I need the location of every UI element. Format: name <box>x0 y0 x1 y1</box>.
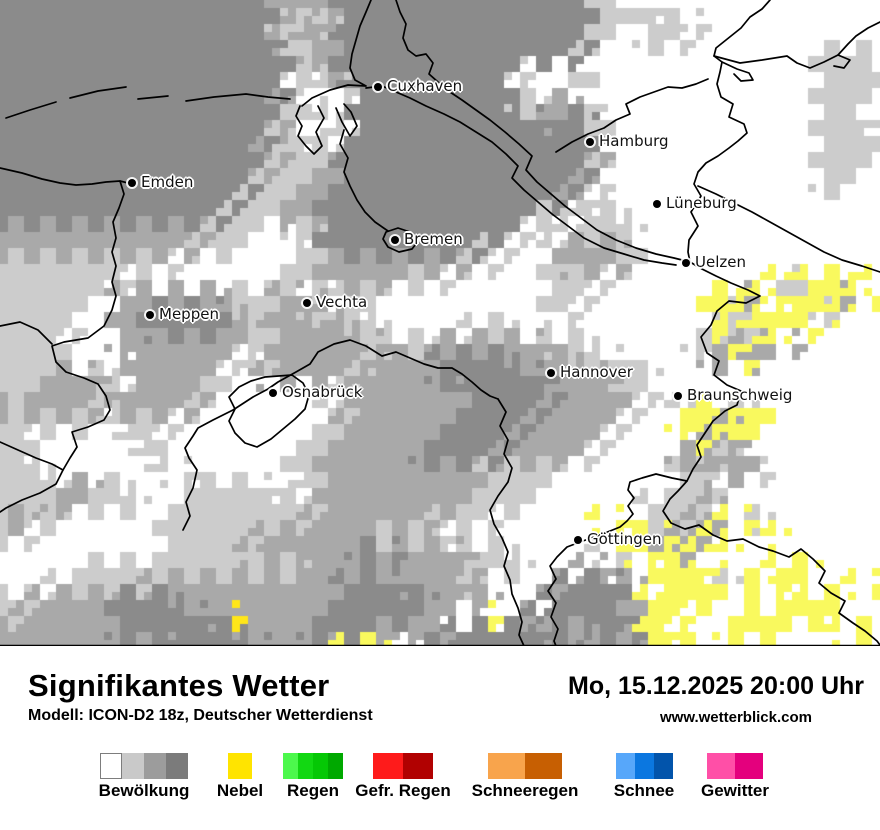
legend-swatch-cell <box>228 753 252 779</box>
city-dot-icon <box>653 200 661 208</box>
city-label: Göttingen <box>587 530 662 548</box>
website-url: www.wetterblick.com <box>660 709 812 726</box>
city-dot-icon <box>586 138 594 146</box>
city-dot-icon <box>391 236 399 244</box>
legend-swatch <box>616 753 673 779</box>
city-label: Hamburg <box>599 132 669 150</box>
model-info: Modell: ICON-D2 18z, Deutscher Wetterdie… <box>28 707 373 724</box>
legend-swatch-cell <box>403 753 433 779</box>
legend-swatch-cell <box>488 753 525 779</box>
city-label: Uelzen <box>695 253 746 271</box>
legend-label: Gefr. Regen <box>355 781 451 800</box>
city-dot-icon <box>374 83 382 91</box>
city-label: Cuxhaven <box>387 77 463 95</box>
city-label: Meppen <box>159 305 219 323</box>
legend-label: Gewitter <box>700 781 770 800</box>
legend-swatch-cell <box>707 753 735 779</box>
legend-label: Nebel <box>216 781 264 800</box>
city-label: Braunschweig <box>687 386 793 404</box>
city-dot-icon <box>269 389 277 397</box>
city-label: Vechta <box>316 293 368 311</box>
legend-label: Bewölkung <box>98 781 190 800</box>
legend-swatch-cell <box>298 753 313 779</box>
legend-swatch <box>228 753 252 779</box>
city-label: Bremen <box>404 230 463 248</box>
legend-swatch-cell <box>328 753 343 779</box>
page-title: Signifikantes Wetter <box>28 668 330 703</box>
legend-swatch-cell <box>654 753 673 779</box>
city-dot-icon <box>547 369 555 377</box>
city-markers-layer: Cuxhaven Hamburg Emden Lüneburg Bremen Uelzen… <box>128 77 793 548</box>
legend-swatch-cell <box>313 753 328 779</box>
city-label: Osnabrück <box>282 383 363 401</box>
legend-label: Schnee <box>613 781 675 800</box>
legend-swatch-cell <box>283 753 298 779</box>
legend-swatch <box>373 753 433 779</box>
legend-swatch-cell <box>525 753 562 779</box>
city-dot-icon <box>146 311 154 319</box>
legend-swatch-cell <box>100 753 122 779</box>
legend-swatch-cell <box>166 753 188 779</box>
legend-swatch-cell <box>635 753 654 779</box>
city-label: Emden <box>141 173 194 191</box>
legend-swatch-cell <box>122 753 144 779</box>
legend-swatch <box>707 753 763 779</box>
city-label: Hannover <box>560 363 633 381</box>
legend-swatch <box>283 753 343 779</box>
legend-label: Regen <box>287 781 339 800</box>
forecast-datetime: Mo, 15.12.2025 20:00 Uhr <box>568 672 864 700</box>
legend-swatch-cell <box>735 753 763 779</box>
legend-swatch-cell <box>616 753 635 779</box>
city-dot-icon <box>128 179 136 187</box>
city-label: Lüneburg <box>666 194 737 212</box>
legend-swatch-cell <box>144 753 166 779</box>
city-dot-icon <box>574 536 582 544</box>
city-dot-icon <box>682 259 690 267</box>
legend-label: Schneeregen <box>471 781 579 800</box>
legend-swatch <box>488 753 562 779</box>
legend-swatch-cell <box>373 753 403 779</box>
city-dot-icon <box>303 299 311 307</box>
city-dot-icon <box>674 392 682 400</box>
legend-swatch <box>100 753 188 779</box>
